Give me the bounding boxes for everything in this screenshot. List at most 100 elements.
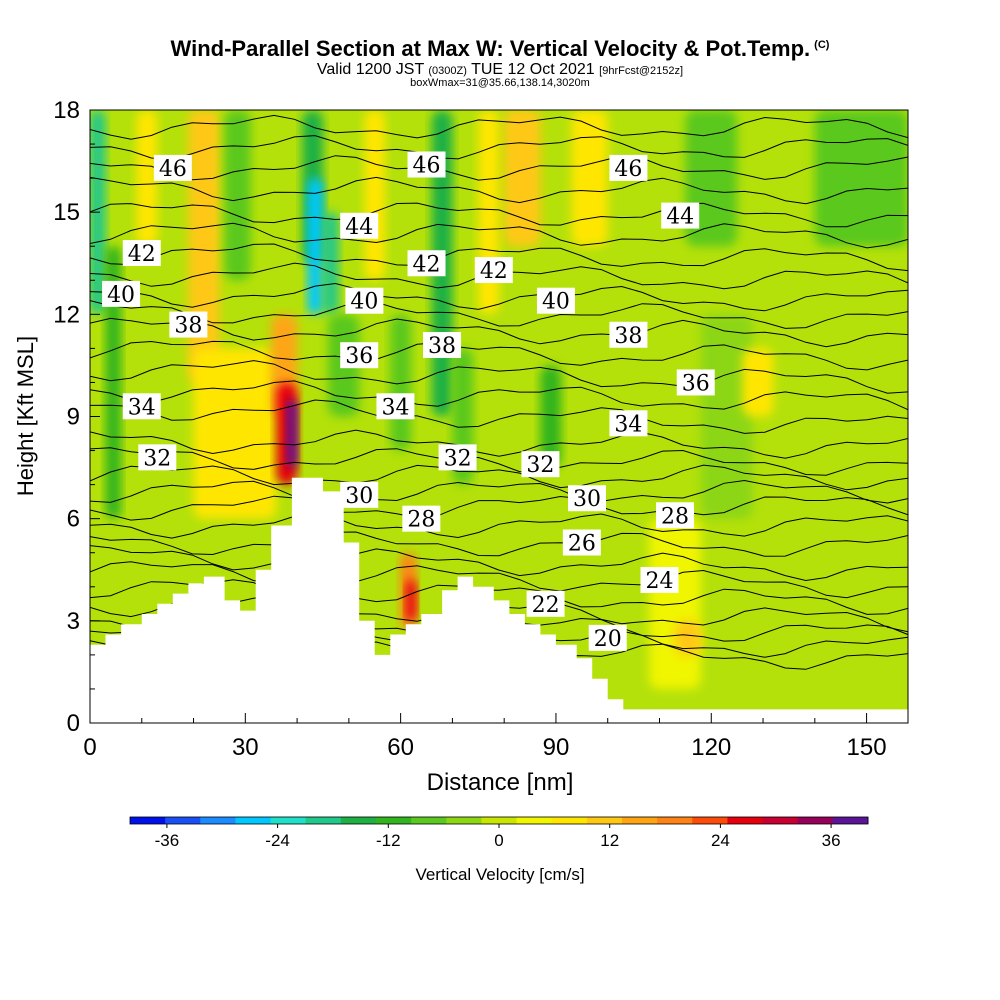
theta-label-text: 40 [350, 290, 378, 315]
velocity-cell [307, 178, 323, 315]
theta-label-text: 42 [480, 259, 508, 284]
theta-label-box [423, 331, 462, 358]
colorbar-swatch [692, 817, 728, 824]
velocity-cell [136, 110, 158, 247]
theta-label-text: 24 [645, 569, 673, 594]
theta-label: 38 [423, 331, 462, 359]
theta-label-text: 34 [614, 412, 642, 437]
theta-label: 30 [568, 485, 607, 512]
theta-label-box [376, 393, 415, 420]
velocity-cell [504, 110, 541, 247]
chart-title: Wind-Parallel Section at Max W: Vertical… [0, 36, 1000, 62]
theta-label-text: 22 [532, 593, 560, 618]
colorbar: -36 -24 -12 0 12 24 36 [129, 816, 869, 850]
theta-isoline [90, 464, 908, 491]
theta-isoline [90, 202, 908, 228]
theta-label-text: 42 [128, 242, 156, 267]
theta-label-box [122, 240, 161, 267]
theta-label: 38 [609, 321, 648, 349]
colorbar-swatch [551, 817, 588, 824]
theta-isoline [90, 579, 908, 615]
theta-label: 42 [122, 240, 161, 267]
theta-label-text: 36 [345, 344, 373, 369]
colorbar-swatch [797, 817, 834, 824]
colorbar-tick-label: -24 [265, 831, 290, 850]
theta-label-text: 34 [381, 395, 409, 420]
theta-label-text: 44 [666, 205, 694, 230]
theta-label: 46 [609, 154, 648, 182]
utc-time: (0300Z) [428, 65, 467, 77]
y-axis-label: Height [Kft MSL] [13, 336, 38, 496]
theta-isoline [90, 495, 908, 521]
y-tick-label: 12 [53, 301, 80, 328]
theta-label: 40 [345, 287, 384, 315]
colorbar-swatch [586, 817, 623, 824]
x-tick-label: 150 [847, 734, 887, 761]
theta-contours [90, 114, 908, 670]
y-tick-label: 18 [53, 97, 80, 124]
theta-label: 30 [340, 481, 379, 509]
theta-label-box [676, 369, 715, 396]
colorbar-swatch [270, 817, 307, 824]
velocity-cell [405, 579, 417, 621]
box-wmax-line: boxWmax=31@35.66,138.14,3020m [410, 77, 590, 89]
colorbar-tick-label: -36 [155, 831, 180, 850]
theta-label-box [526, 590, 565, 617]
velocity-cell [675, 620, 701, 655]
y-tick-label: 9 [67, 404, 80, 431]
velocity-cell [571, 110, 608, 247]
colorbar-swatch [130, 817, 166, 824]
theta-label-box [474, 257, 513, 284]
velocity-cell [700, 314, 753, 519]
velocity-cell [193, 348, 277, 519]
colorbar-swatch [762, 817, 799, 824]
x-tick-label: 0 [83, 734, 96, 761]
theta-label-box [122, 393, 161, 420]
theta-label-text: 28 [407, 508, 435, 533]
x-tick-label: 30 [232, 734, 259, 761]
theta-label-box [407, 250, 446, 277]
valid-date: TUE 12 Oct 2021 [471, 61, 595, 78]
theta-label-box [656, 502, 695, 529]
theta-label-box [521, 451, 560, 478]
theta-label-box [153, 154, 192, 181]
colorbar-tick-label: 24 [711, 831, 730, 850]
colorbar-tick-label: 0 [494, 831, 503, 850]
theta-label-text: 46 [413, 153, 441, 178]
colorbar-swatch [832, 817, 869, 824]
theta-label-text: 20 [594, 627, 622, 652]
velocity-cell [286, 399, 298, 468]
colorbar-swatch [727, 817, 764, 824]
theta-isoline [90, 561, 908, 599]
theta-isoline [90, 531, 908, 557]
velocity-cell [105, 246, 122, 519]
theta-label-box [407, 151, 446, 178]
theta-label: 32 [138, 444, 177, 471]
colorbar-swatch [165, 817, 201, 824]
velocity-cell [322, 212, 339, 315]
theta-label-box [340, 342, 379, 369]
theta-label: 38 [169, 311, 208, 339]
theta-label: 32 [438, 444, 477, 471]
theta-isoline [90, 340, 908, 371]
theta-isoline [90, 360, 908, 394]
theta-label-text: 32 [526, 453, 554, 478]
theta-label-text: 46 [614, 157, 642, 182]
theta-isoline [90, 243, 908, 272]
theta-label: 32 [521, 451, 560, 478]
theta-isoline [90, 317, 908, 348]
theta-label: 28 [402, 505, 441, 533]
theta-label: 40 [536, 287, 575, 315]
theta-label-box [536, 287, 575, 314]
theta-contour-labels: 46 46 46 44 44 42 42 42 40 40 40 38 38 38 36 36 34 34 34 32… [102, 151, 715, 652]
colorbar-swatch [622, 817, 658, 824]
colorbar-tick-label: -12 [376, 831, 401, 850]
theta-label-text: 32 [143, 446, 171, 471]
colorbar-swatch [657, 817, 693, 824]
colorbar-swatch [340, 817, 377, 824]
theta-label-box [340, 481, 379, 508]
theta-label-box [609, 410, 648, 437]
colorbar-swatch [411, 817, 447, 824]
